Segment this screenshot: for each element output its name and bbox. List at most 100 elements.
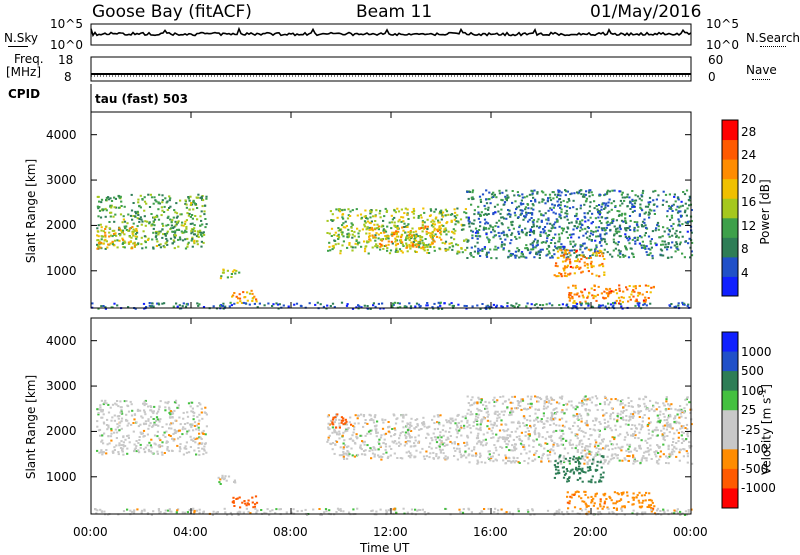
power-cell [406, 226, 408, 228]
velocity-cell [662, 402, 664, 404]
power-cell [434, 223, 436, 225]
velocity-cell [492, 433, 494, 435]
power-cell [426, 246, 428, 248]
velocity-cell [186, 431, 188, 433]
power-cell [648, 236, 650, 238]
velocity-cell [398, 441, 400, 443]
power-cell [333, 240, 335, 242]
velocity-cell [577, 418, 579, 420]
power-cell [536, 242, 538, 244]
power-cell [227, 276, 229, 278]
power-cell [189, 200, 191, 202]
velocity-cell [221, 475, 223, 477]
power-cell [538, 202, 540, 204]
power-cell [343, 240, 345, 242]
power-cell [521, 193, 523, 195]
velocity-cell [465, 415, 467, 417]
velocity-cell [581, 421, 583, 423]
velocity-cell [171, 413, 173, 415]
power-cell [640, 244, 642, 246]
power-cell [584, 289, 586, 291]
velocity-cell [122, 436, 124, 438]
velocity-cell [556, 401, 558, 403]
velocity-cell [611, 448, 613, 450]
power-cell [632, 289, 634, 291]
power-cell [335, 232, 337, 234]
power-cell [141, 237, 143, 239]
power-cell [401, 241, 403, 243]
velocity-cell [500, 424, 502, 426]
velocity-cell [637, 437, 639, 439]
power-cell [230, 276, 232, 278]
power-cell [545, 255, 547, 257]
velocity-cell [612, 502, 614, 504]
velocity-cell [428, 456, 430, 458]
power-cell [98, 242, 100, 244]
power-cell [634, 305, 636, 307]
velocity-cell [333, 430, 335, 432]
power-cell [675, 306, 677, 308]
power-cell [364, 248, 366, 250]
velocity-cell [639, 405, 641, 407]
velocity-cell [327, 416, 329, 418]
power-cell [104, 239, 106, 241]
power-cell [664, 241, 666, 243]
velocity-cell [515, 431, 517, 433]
velocity-cell [426, 427, 428, 429]
velocity-cell [642, 455, 644, 457]
velocity-cell [433, 415, 435, 417]
velocity-cell [356, 433, 358, 435]
power-cell [406, 235, 408, 237]
power-cell [169, 199, 171, 201]
velocity-cell [414, 456, 416, 458]
velocity-cell [168, 412, 170, 414]
velocity-cell [505, 446, 507, 448]
power-cell [569, 241, 571, 243]
power-cell [363, 241, 365, 243]
power-cell [588, 238, 590, 240]
power-cell [645, 232, 647, 234]
velocity-cell [374, 456, 376, 458]
velocity-cell [460, 435, 462, 437]
velocity-cell [439, 446, 441, 448]
velocity-cell [521, 432, 523, 434]
velocity-cell [410, 418, 412, 420]
power-cell [357, 242, 359, 244]
power-cell [398, 210, 400, 212]
power-cell [521, 212, 523, 214]
power-cell [456, 208, 458, 210]
power-cell [368, 253, 370, 255]
power-cell [135, 233, 137, 235]
power-cell [389, 252, 391, 254]
power-cell [637, 302, 639, 304]
velocity-cell [164, 436, 166, 438]
power-cell [685, 240, 687, 242]
power-cell [435, 217, 437, 219]
power-cell [558, 272, 560, 274]
power-cell [657, 222, 659, 224]
power-cell [415, 231, 417, 233]
power-cell [176, 221, 178, 223]
power-cell [504, 201, 506, 203]
velocity-cell [586, 457, 588, 459]
velocity-cell [424, 426, 426, 428]
power-cell [631, 190, 633, 192]
velocity-cell [453, 455, 455, 457]
velocity-cell [390, 448, 392, 450]
power-cell [532, 193, 534, 195]
power-cell [605, 288, 607, 290]
power-cell [617, 244, 619, 246]
power-cell [604, 207, 606, 209]
power-cell [618, 249, 620, 251]
velocity-cell [118, 453, 120, 455]
power-cell [191, 214, 193, 216]
velocity-cell [355, 414, 357, 416]
noise-trace [91, 29, 691, 36]
velocity-cell [384, 419, 386, 421]
power-cell [423, 212, 425, 214]
power-cell [546, 237, 548, 239]
velocity-cell [679, 428, 681, 430]
power-cell [177, 216, 179, 218]
power-cell [511, 202, 513, 204]
velocity-cell [552, 431, 554, 433]
